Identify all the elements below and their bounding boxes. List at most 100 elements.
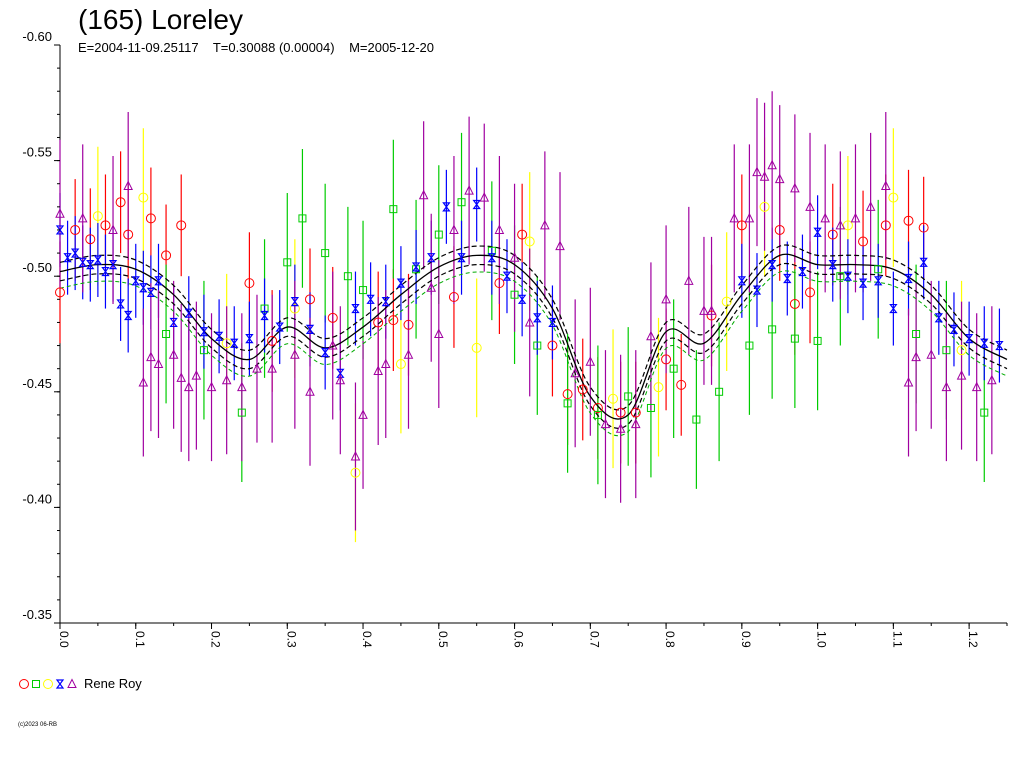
data-point-star <box>442 202 451 212</box>
x-tick-label: 0.1 <box>133 631 147 648</box>
data-point-square <box>692 415 701 424</box>
data-point-square <box>162 330 171 338</box>
data-point-circle <box>630 407 641 418</box>
data-point-triangle <box>706 305 717 315</box>
data-point-triangle <box>683 275 694 285</box>
data-point-star <box>548 317 557 328</box>
data-point-triangle <box>358 409 368 419</box>
data-point-triangle <box>327 339 338 350</box>
data-point-star <box>184 308 193 318</box>
data-point-star <box>70 248 80 258</box>
x-tick-label: 0.3 <box>284 631 298 648</box>
data-point-circle <box>350 467 361 478</box>
data-point-circle <box>115 197 126 208</box>
data-point-star <box>63 253 72 263</box>
data-point-circle <box>774 224 785 235</box>
data-point-circle <box>577 384 588 395</box>
data-point-star <box>783 273 792 284</box>
data-point-star <box>904 273 913 284</box>
data-point-triangle <box>123 180 133 191</box>
data-point-square <box>813 336 822 345</box>
data-point-circle <box>562 389 573 400</box>
data-point-circle <box>100 220 111 231</box>
data-point-square <box>980 408 989 417</box>
data-point-star <box>78 257 87 267</box>
data-point-square <box>563 399 572 408</box>
data-point-star <box>949 324 959 334</box>
data-point-square <box>646 403 655 412</box>
x-tick-label: 0.7 <box>587 631 601 648</box>
data-point-circle <box>592 402 603 413</box>
y-tick-label: -0.45 <box>22 376 52 391</box>
data-points-group <box>55 159 1004 478</box>
data-point-triangle <box>941 381 952 392</box>
data-point-square <box>510 290 519 299</box>
data-point-square <box>412 265 421 274</box>
fit-curve-group <box>59 244 1008 437</box>
data-point-circle <box>494 278 505 289</box>
data-point-circle <box>880 220 891 231</box>
data-point-triangle <box>267 363 277 373</box>
data-point-triangle <box>335 374 346 385</box>
x-tick-label: 0.8 <box>663 631 677 648</box>
data-point-triangle <box>729 212 740 223</box>
data-point-star <box>93 255 103 265</box>
data-point-circle <box>608 393 619 404</box>
data-point-square <box>669 364 678 373</box>
legend-observer-label: Rene Roy <box>84 676 142 691</box>
data-point-triangle <box>77 212 88 223</box>
data-point-square <box>343 272 352 281</box>
data-point-square <box>298 214 307 223</box>
data-point-circle <box>55 287 65 298</box>
data-point-star <box>813 227 822 237</box>
data-point-triangle <box>373 365 384 375</box>
data-point-circle <box>145 213 156 224</box>
data-point-square <box>32 679 40 688</box>
modified-date-text: M=2005-12-20 <box>349 40 434 55</box>
data-point-star <box>533 313 542 323</box>
data-point-star <box>396 278 406 288</box>
data-point-star <box>86 260 95 270</box>
data-point-star <box>843 271 853 281</box>
chart-title: (165) Loreley <box>78 4 243 35</box>
data-point-triangle <box>509 252 520 262</box>
data-point-square <box>389 205 398 214</box>
data-point-star <box>154 276 163 286</box>
data-point-circle <box>842 220 853 231</box>
data-point-circle <box>373 317 384 328</box>
data-point-star <box>55 678 65 689</box>
data-point-circle <box>327 312 338 323</box>
data-point-star <box>336 368 345 378</box>
error-bars-group <box>59 91 1001 543</box>
x-tick-label: 1.2 <box>966 631 980 648</box>
data-point-square <box>790 334 799 343</box>
data-point-star <box>502 271 512 281</box>
data-point-triangle <box>903 376 914 387</box>
data-point-triangle <box>305 386 315 396</box>
data-point-star <box>980 338 989 348</box>
x-tick-label: 0.5 <box>436 631 450 648</box>
data-point-square <box>593 410 602 419</box>
data-point-star <box>874 276 883 286</box>
data-point-triangle <box>555 240 565 251</box>
data-point-star <box>116 299 125 309</box>
data-point-circle <box>19 678 29 689</box>
data-point-triangle <box>971 381 982 392</box>
x-tick-label: 0.4 <box>360 631 374 648</box>
data-point-circle <box>395 359 406 370</box>
data-point-star <box>230 338 239 348</box>
data-point-square <box>237 408 246 417</box>
data-point-star <box>798 266 807 277</box>
data-point-triangle <box>926 349 937 359</box>
data-point-circle <box>70 224 81 235</box>
data-point-circle <box>161 250 172 261</box>
data-point-square <box>359 286 368 295</box>
data-point-square <box>321 249 330 258</box>
data-point-star <box>214 331 224 341</box>
data-point-circle <box>653 382 664 393</box>
data-point-circle <box>903 215 914 226</box>
data-point-square <box>912 330 921 338</box>
data-point-triangle <box>146 351 156 362</box>
data-point-circle <box>92 211 103 222</box>
data-point-star <box>858 278 868 288</box>
